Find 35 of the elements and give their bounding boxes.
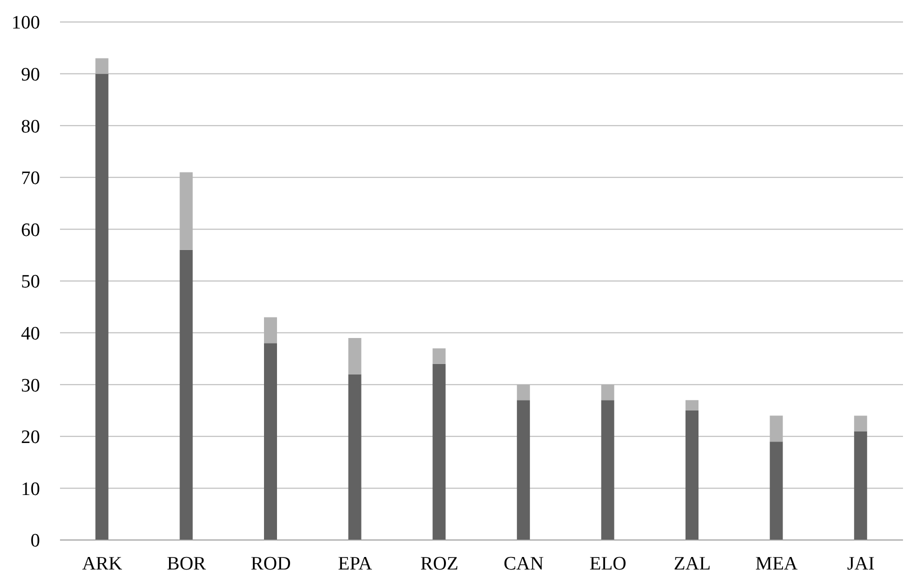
- y-tick-label: 100: [12, 12, 40, 34]
- x-tick-label: ZAL: [674, 553, 711, 574]
- bar: [601, 400, 614, 540]
- y-tick-label: 90: [21, 64, 40, 86]
- y-tick-label: 50: [21, 272, 40, 293]
- y-tick-label: 0: [30, 530, 40, 552]
- x-tick-label: ROZ: [420, 553, 458, 574]
- bar: [854, 431, 868, 540]
- bar: [264, 343, 278, 540]
- x-tick-label: EPA: [338, 553, 372, 574]
- bar: [348, 338, 362, 374]
- x-tick-label: CAN: [504, 553, 544, 574]
- x-tick-label: ARK: [82, 553, 122, 574]
- x-tick-label: ELO: [589, 553, 626, 574]
- x-tick-label: BOR: [166, 553, 206, 574]
- y-tick-label: 80: [21, 116, 40, 138]
- x-tick-label: ROD: [250, 553, 291, 574]
- bar: [516, 400, 530, 540]
- bar: [95, 74, 108, 540]
- y-tick-label: 70: [21, 168, 40, 190]
- bar: [854, 416, 868, 432]
- y-tick-label: 20: [21, 427, 40, 448]
- x-tick-label: MEA: [755, 553, 798, 574]
- bar: [180, 250, 193, 540]
- y-tick-label: 40: [21, 324, 40, 345]
- y-tick-label: 10: [21, 478, 40, 500]
- bar: [770, 442, 783, 540]
- y-tick-label: 30: [21, 375, 40, 396]
- bar: [686, 400, 699, 410]
- bar: [432, 348, 446, 364]
- bar: [348, 374, 362, 540]
- bar: [432, 364, 446, 540]
- x-tick-label: JAI: [847, 553, 875, 574]
- y-tick-label: 60: [21, 220, 40, 241]
- bar: [686, 410, 699, 540]
